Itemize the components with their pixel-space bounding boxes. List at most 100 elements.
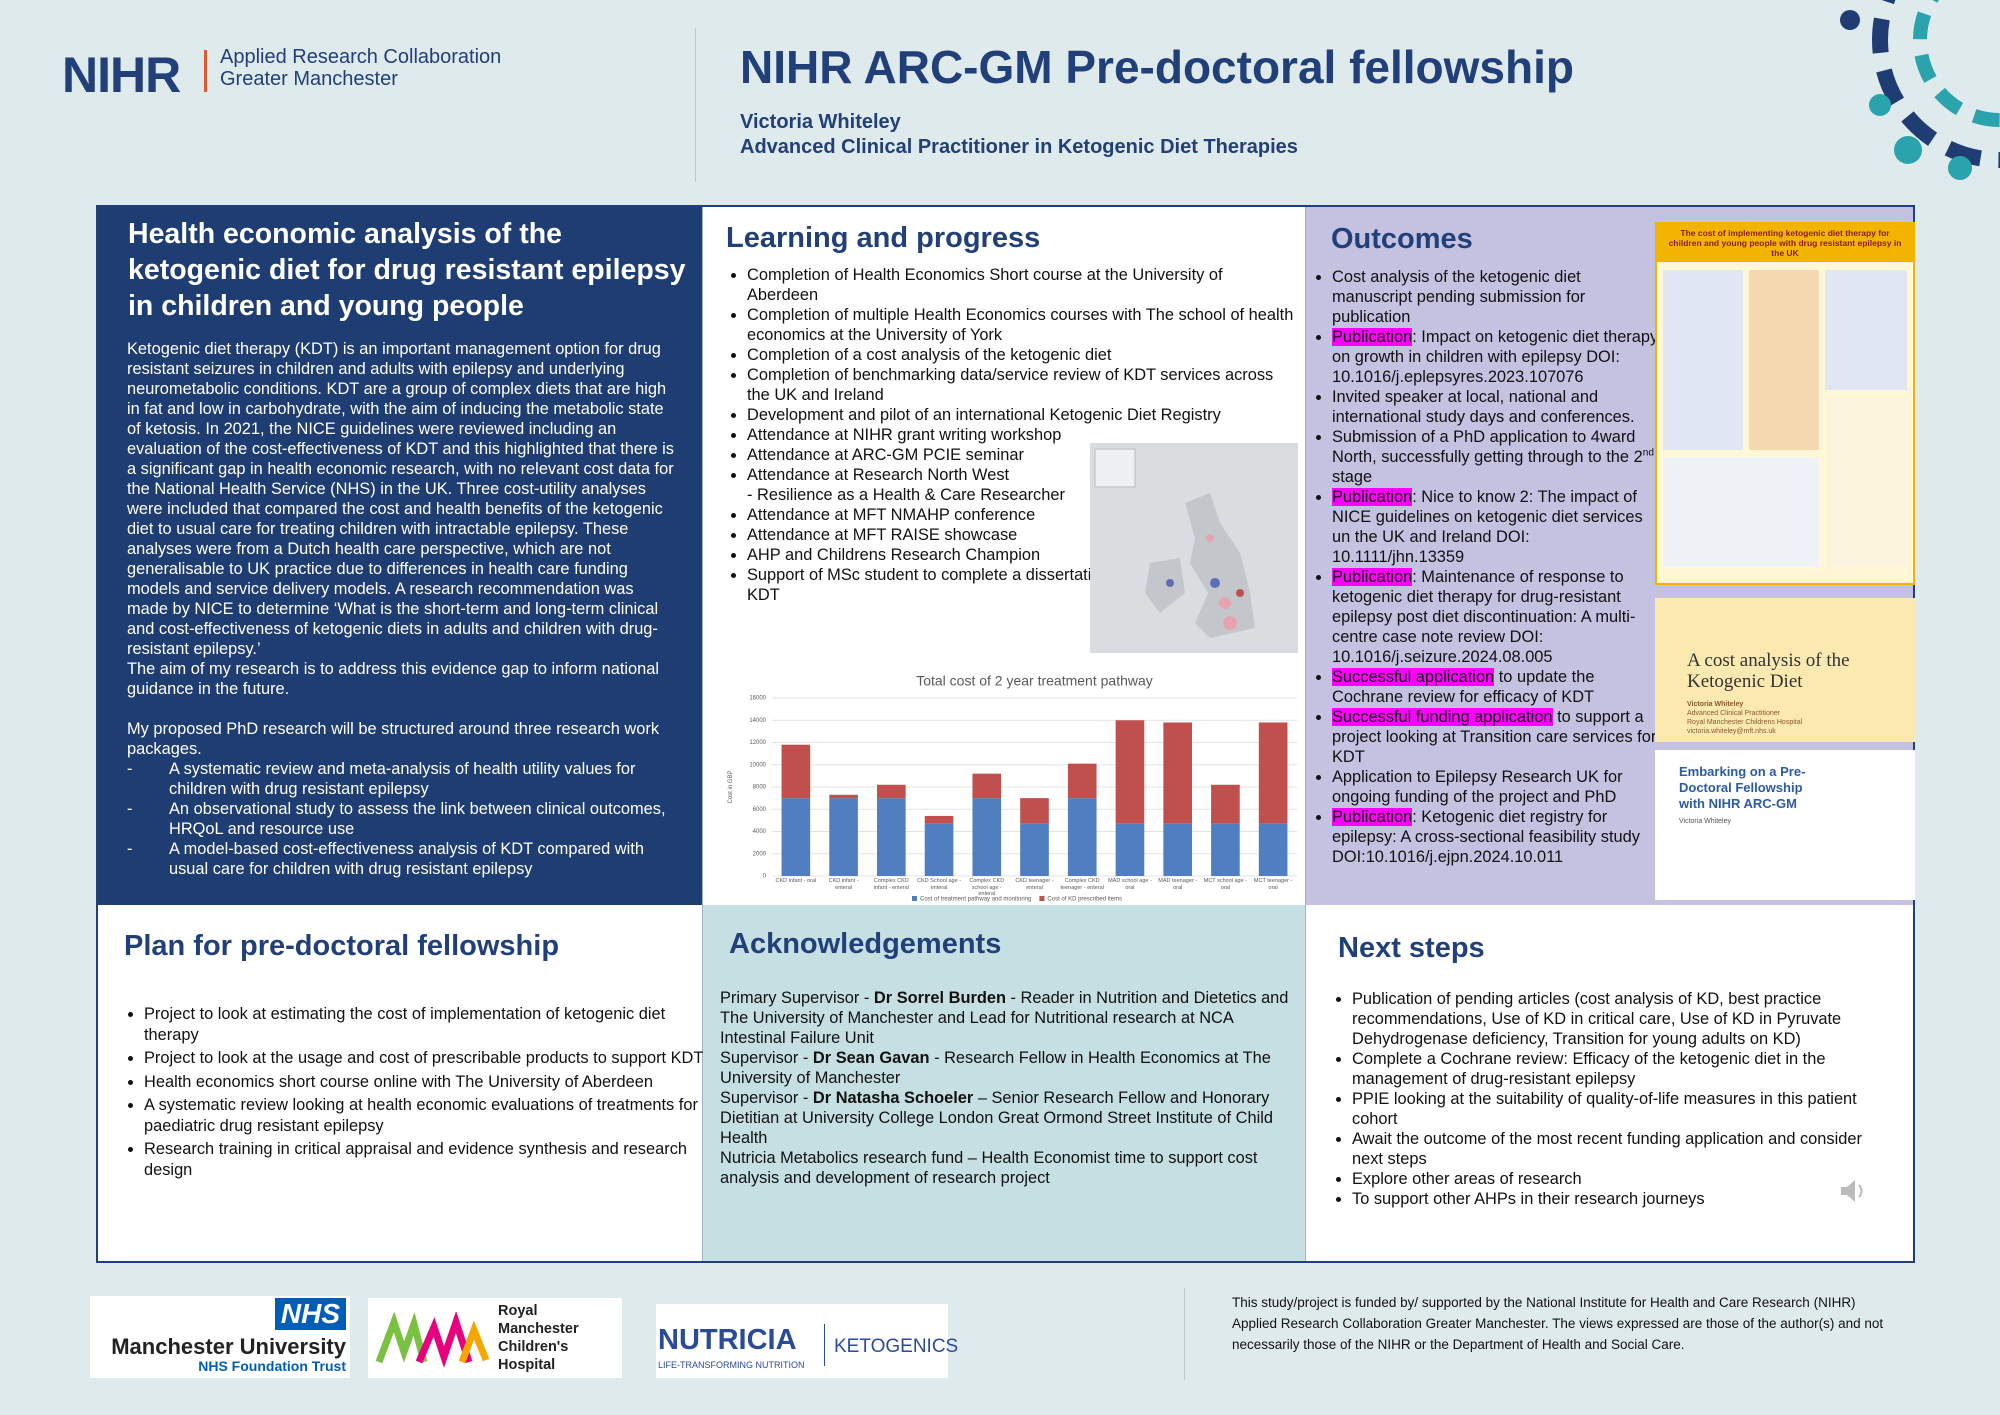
text-run: Cost analysis of the ketogenic diet manu… [1332,268,1586,326]
map-dot [1219,597,1231,609]
cover-org: Royal Manchester Childrens Hospital [1687,719,1803,726]
thumb-block [1663,457,1819,567]
thumb-title: The cost of implementing ketogenic diet … [1657,224,1913,262]
text-run: Invited speaker at local, national and i… [1332,388,1635,426]
work-packages: A systematic review and meta-analysis of… [127,759,675,879]
y-tick-label: 6000 [753,807,767,813]
cover-author: Victoria Whiteley [1687,701,1744,708]
text-run: - Reader in Nutrition and Dietetics and … [720,989,1289,1047]
legend-label: Cost of treatment pathway and monitoring [920,897,1031,903]
text-run: : Impact on ketogenic diet therapy on gr… [1332,328,1659,386]
author: Victoria Whiteley [740,111,901,133]
work-package: A systematic review and meta-analysis of… [127,759,675,799]
list-item: To support other AHPs in their research … [1352,1189,1892,1209]
text-run: Dr Natasha Schoeler [812,1089,974,1107]
bar [972,773,1002,799]
list-item: Attendance at Research North West [747,465,1295,485]
chart-wrap: Total cost of 2 year treatment pathway Co… [712,670,1302,905]
bar [924,823,954,876]
x-tick-label: CKD School age - enteral [917,878,962,891]
ack-line: Supervisor - Dr Natasha Schoeler – Senio… [720,1088,1290,1148]
map-legend [1094,448,1136,488]
list-item: Attendance at MFT NMAHP conference [747,505,1295,525]
x-tick-label: Complex CKD teenager - enteral [1060,878,1104,891]
section-title: Learning and progress [726,222,1041,254]
paragraph: Ketogenic diet therapy (KDT) is an impor… [127,340,674,658]
plan-panel [98,905,702,1261]
bar [1211,784,1240,824]
logo-mark: NIHR [62,47,181,103]
outcome: Publication: Maintenance of response to … [1332,567,1662,667]
figure [375,1312,428,1364]
text-run: – Senior Research Fellow and Honorary Di… [720,1089,1273,1147]
bar [1067,798,1097,876]
list-item: Attendance at ARC-GM PCIE seminar [747,445,1295,465]
section-title: Plan for pre-doctoral fellowship [124,930,560,962]
rmch-line: Children's [498,1339,569,1355]
x-tick-label: MCT school age - oral [1203,878,1248,891]
rmch-figures [375,1312,490,1368]
y-tick-label: 4000 [753,829,767,835]
figure [415,1312,473,1368]
text-run: nd [1642,447,1654,459]
nutricia-mark: NUTRICIA [658,1324,797,1356]
thumb-block [1749,270,1819,450]
text-run: Successful funding application [1332,708,1553,726]
ack-panel [702,905,1306,1261]
speaker-wave [1858,1184,1863,1198]
list-item: Explore other areas of research [1352,1169,1892,1189]
audio-icon[interactable] [1838,1176,1868,1206]
thumb-content [1663,270,1907,567]
list-item: Completion of Health Economics Short cou… [747,265,1295,305]
cover-meta: Victoria Whiteley Advanced Clinical Prac… [1687,700,1915,736]
cover-email: victoria.whiteley@mft.nhs.uk [1687,728,1776,735]
mft-name: Manchester University [111,1334,346,1359]
map-dot [1236,589,1244,597]
text-run: Submission of a PhD application to 4ward… [1332,428,1643,466]
text-run: : Maintenance of response to ketogenic d… [1332,568,1636,666]
chart: Total cost of 2 year treatment pathway Co… [728,673,1297,903]
map-dot [1166,579,1174,587]
list-item: AHP and Childrens Research Champion [747,545,1295,565]
bar [829,794,858,799]
text-run: - Research Fellow in Health Economics at… [720,1049,1271,1087]
y-tick-label: 10000 [749,762,766,768]
bar [1258,722,1288,824]
list-item: Research training in critical appraisal … [144,1139,704,1180]
deco-dot [1840,10,1860,30]
list-item: PPIE looking at the suitability of quali… [1352,1089,1892,1129]
y-tick-label: 12000 [749,740,766,746]
text-run: stage [1332,468,1373,486]
bar [877,784,906,799]
chart-title: Total cost of 2 year treatment pathway [916,673,1153,689]
figure [458,1320,490,1364]
role: Advanced Clinical Practitioner in Ketoge… [740,136,1298,158]
rmch-logo: Royal Manchester Children's Hospital [368,1298,622,1378]
bar [924,815,954,824]
text-run: Supervisor - [720,1049,813,1067]
poster-title: NIHR ARC-GM Pre-doctoral fellowship [740,41,1574,93]
paragraph: The aim of my research is to address thi… [127,660,660,698]
bar [1020,798,1049,824]
x-tick-label: MAD school age - oral [1108,878,1152,891]
bar [829,798,858,876]
thumb-block [1825,397,1907,567]
deco-ring [1913,0,2000,127]
x-tick-label: MAD teenager - oral [1158,878,1198,891]
bar [781,798,811,876]
list-item: Attendance at NIHR grant writing worksho… [747,425,1295,445]
work-package: An observational study to assess the lin… [127,799,675,839]
outcome: Successful funding application to suppor… [1332,707,1662,767]
text-run: Publication [1332,568,1413,586]
outcome: Cost analysis of the ketogenic diet manu… [1332,267,1662,327]
bar [1258,823,1288,876]
y-tick-label: 0 [763,874,767,880]
divider [695,28,696,182]
deco-dot [1894,136,1922,164]
rmch-line: Manchester [498,1321,579,1337]
text-run: Publication [1332,328,1413,346]
text-run: to support a project looking at Transiti… [1332,708,1657,766]
mft-logo: NHS Manchester University NHS Foundation… [90,1296,350,1378]
map-dot [1210,578,1220,588]
